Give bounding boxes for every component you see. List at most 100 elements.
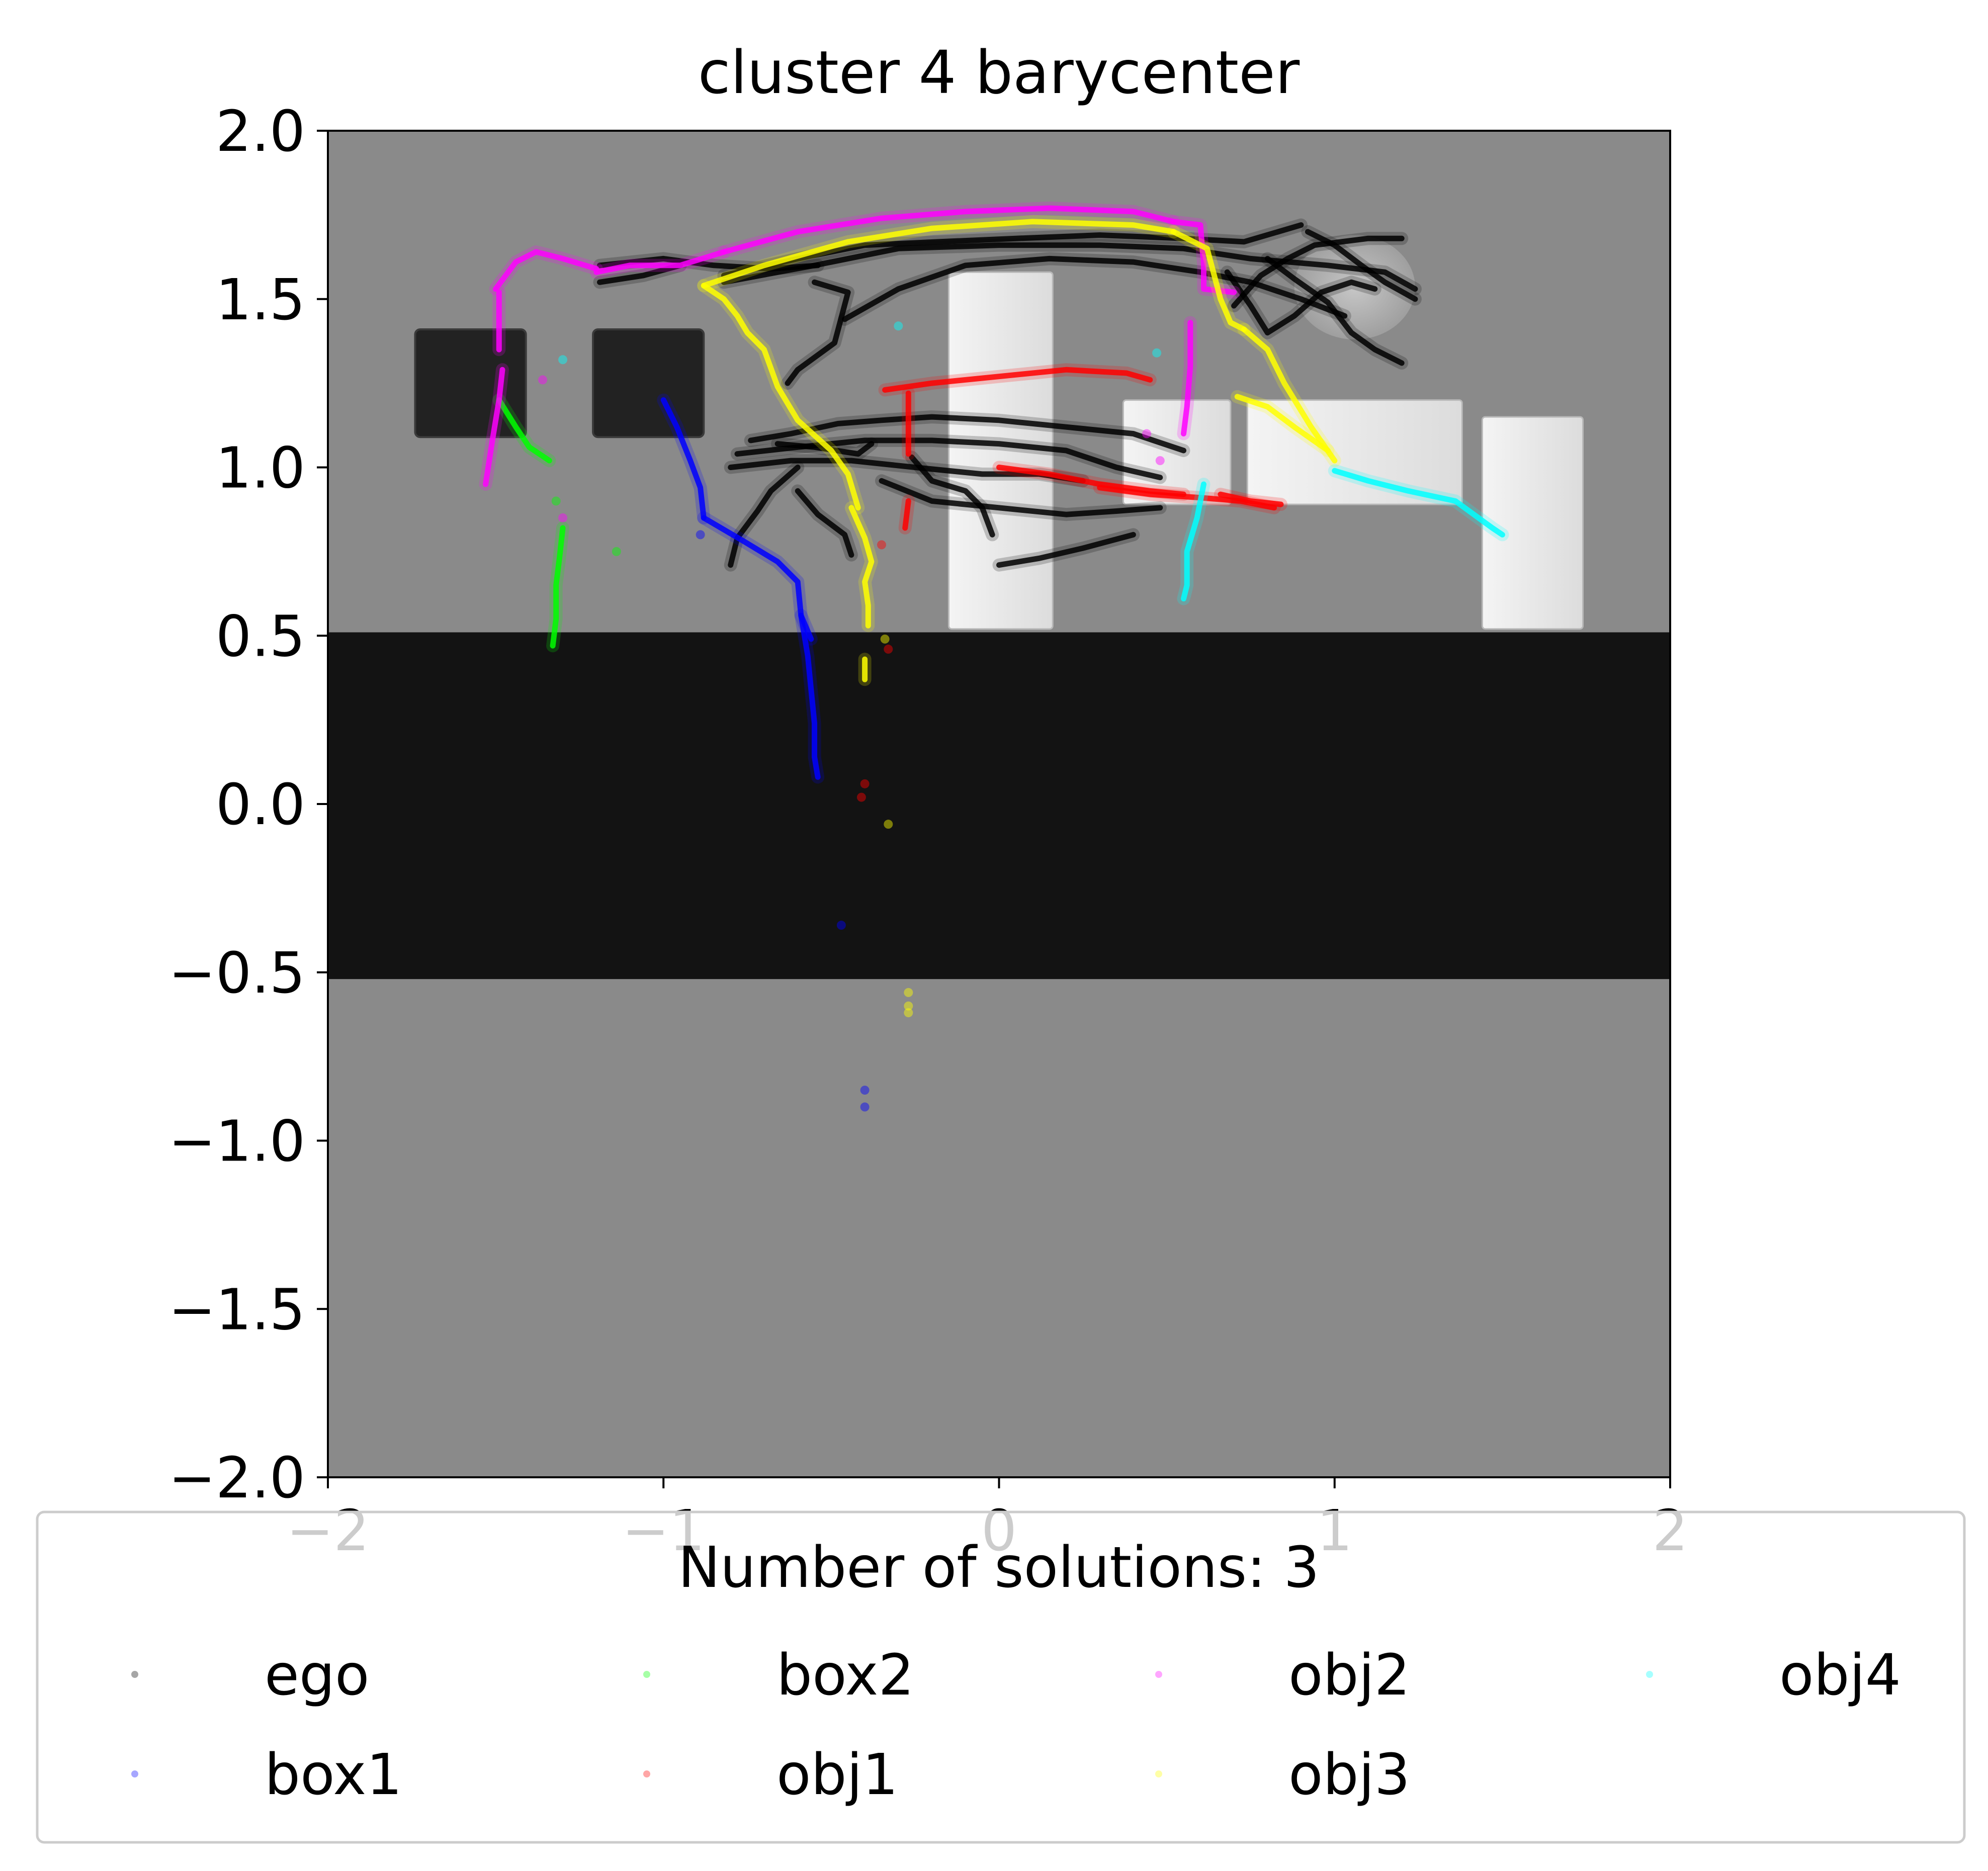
- legend-label: obj4: [1779, 1643, 1901, 1708]
- obj2-path: [493, 249, 599, 292]
- series-obj4: [558, 321, 1509, 605]
- ego-path: [996, 531, 1136, 568]
- box2-path: [550, 525, 566, 649]
- obj1-path: [882, 367, 1153, 393]
- obj3-path: [701, 219, 1176, 289]
- legend-marker: [1155, 1770, 1162, 1777]
- obj3-point: [904, 988, 913, 997]
- legend-label: obj1: [776, 1742, 898, 1808]
- obj1-point: [877, 540, 886, 550]
- ego-path: [842, 255, 1348, 322]
- y-tick-label: −1.0: [168, 1109, 305, 1175]
- obj3-path: [848, 505, 875, 629]
- box1-path: [798, 612, 821, 780]
- ego-path: [879, 478, 1163, 517]
- box1-point: [860, 1086, 870, 1095]
- series-obj3: [697, 215, 1341, 1018]
- y-axis: 2.0 1.5 1.0 0.5 0.0 −0.5 −1.0 −1.5 −2.0: [168, 99, 328, 1511]
- box1-point: [836, 921, 846, 930]
- obj2-path: [1171, 219, 1237, 295]
- white-box: [1246, 399, 1463, 505]
- obj2-path: [593, 249, 727, 275]
- legend-entries: ego box1 box2 obj1 obj2 obj3 obj4: [131, 1643, 1901, 1808]
- obj2-point: [558, 513, 568, 522]
- obj1-point: [856, 792, 866, 802]
- trajectory-series: [479, 202, 1509, 1112]
- obj4-point: [558, 355, 568, 365]
- legend-marker: [643, 1770, 650, 1777]
- obj1-point: [884, 645, 893, 654]
- obj3-path: [1241, 326, 1338, 464]
- obj2-point: [538, 375, 548, 385]
- legend-label: box2: [776, 1643, 914, 1708]
- legend-item-obj4: obj4: [1646, 1643, 1901, 1708]
- obj3-point: [880, 634, 890, 644]
- legend-item-ego: ego: [131, 1643, 370, 1708]
- obj2-path: [483, 367, 505, 487]
- legend-marker: [643, 1671, 650, 1678]
- legend-item-box2: box2: [643, 1643, 914, 1708]
- legend-item-box1: box1: [131, 1742, 402, 1808]
- round-object: [1294, 235, 1415, 340]
- white-box: [1122, 399, 1232, 505]
- y-tick-label: 0.0: [216, 772, 305, 838]
- obj1-path: [1218, 491, 1284, 507]
- legend-label: box1: [265, 1742, 402, 1808]
- obj4-path: [1332, 468, 1505, 538]
- ego-path: [721, 222, 1304, 279]
- obj3-path: [1234, 394, 1331, 454]
- legend-item-obj1: obj1: [643, 1742, 898, 1808]
- ego-path: [909, 454, 995, 538]
- y-tick-label: 0.5: [216, 604, 305, 669]
- legend-marker: [1155, 1671, 1162, 1678]
- series-box2: [492, 393, 621, 653]
- y-tick-label: 2.0: [216, 99, 305, 164]
- ego-path: [1224, 269, 1378, 336]
- legend-marker: [1646, 1671, 1653, 1678]
- dark-box: [592, 328, 705, 438]
- ego-path: [795, 488, 854, 558]
- obj3-path: [1171, 229, 1247, 332]
- obj2-path: [721, 205, 1176, 255]
- box1-point: [696, 530, 705, 540]
- legend-marker: [131, 1671, 138, 1678]
- y-tick-label: 1.0: [216, 436, 305, 501]
- obj3-point: [904, 1008, 913, 1018]
- box2-point: [612, 547, 621, 556]
- box2-path: [496, 397, 552, 464]
- y-tick-label: −2.0: [168, 1446, 305, 1511]
- ego-path: [1305, 229, 1418, 302]
- ego-path: [597, 262, 683, 285]
- series-obj2: [479, 202, 1241, 522]
- obj1-path: [996, 465, 1186, 497]
- ego-path: [721, 242, 1418, 292]
- box2-point: [551, 496, 561, 506]
- ego-path: [1264, 255, 1405, 366]
- obj3-point: [884, 820, 893, 829]
- ego-path: [1231, 235, 1405, 309]
- y-tick-label: −1.5: [168, 1277, 305, 1343]
- plot-area: [328, 131, 1670, 1477]
- obj2-path: [1181, 320, 1193, 436]
- ego-path: [785, 279, 851, 386]
- y-tick-label: −0.5: [168, 941, 305, 1006]
- obj4-point: [894, 321, 903, 331]
- legend-box: [36, 1510, 1966, 1844]
- legend: Number of solutions: 3 ego box1 box2 obj1 ob…: [36, 1510, 1966, 1844]
- dark-band: [328, 632, 1670, 979]
- y-tick-label: 1.5: [216, 268, 305, 333]
- legend-label: obj2: [1288, 1643, 1410, 1708]
- obj1-path: [902, 498, 911, 531]
- ego-path: [734, 437, 1163, 481]
- white-box: [1481, 416, 1584, 630]
- ego-path: [597, 255, 821, 272]
- series-box1: [657, 393, 870, 1112]
- obj4-point: [1152, 348, 1162, 358]
- ego-path: [728, 465, 801, 568]
- legend-label: ego: [265, 1643, 370, 1708]
- box1-point: [860, 1102, 870, 1112]
- legend-marker: [131, 1770, 138, 1777]
- obj3-path: [701, 283, 861, 511]
- obj3-point: [904, 1001, 913, 1011]
